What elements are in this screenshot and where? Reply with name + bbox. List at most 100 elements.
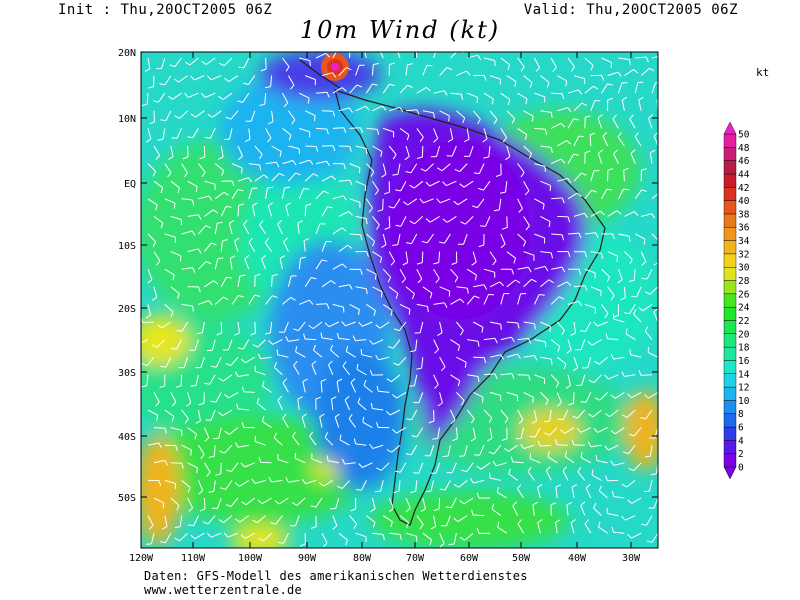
wind-barb-feather: [629, 259, 633, 265]
wind-barb-staff: [388, 286, 399, 294]
wind-barb-staff: [283, 241, 289, 252]
lon-label: 90W: [298, 553, 317, 564]
wind-barb-staff: [393, 198, 401, 209]
wind-barb-staff: [382, 163, 387, 175]
wind-barb-staff: [601, 304, 609, 314]
wind-barb-feather: [276, 349, 279, 355]
wind-barb-staff: [607, 71, 619, 77]
wind-barb-staff: [214, 296, 224, 305]
wind-barb-staff: [472, 514, 485, 517]
wind-barb-staff: [156, 339, 166, 348]
wind-barb-feather: [515, 437, 522, 440]
wind-barb-staff: [170, 286, 180, 294]
wind-barb-feather: [237, 347, 244, 350]
wind-barb-staff: [646, 515, 653, 526]
wind-barb-feather: [405, 171, 412, 174]
wind-barb-staff: [355, 105, 366, 112]
wind-barb-feather: [491, 98, 494, 105]
wind-barb-feather: [528, 153, 533, 159]
wind-barb-staff: [547, 456, 558, 464]
wind-barb-feather: [529, 82, 533, 88]
wind-barb-feather: [195, 186, 198, 193]
wind-barb-staff: [297, 399, 300, 411]
wind-barb-feather: [330, 344, 334, 351]
wind-barb-feather: [310, 277, 317, 280]
wind-barb-feather: [215, 473, 221, 476]
wind-barb-feather: [430, 525, 436, 530]
wind-barb-staff: [197, 409, 201, 421]
wind-barb-staff: [400, 180, 407, 192]
wind-barb-feather: [352, 335, 356, 341]
wind-barb-staff: [349, 127, 361, 129]
wind-barb-staff: [372, 532, 384, 536]
wind-barb-staff: [653, 497, 658, 509]
wind-barb-staff: [335, 497, 340, 509]
wind-barb-staff: [426, 233, 435, 244]
wind-barb-feather: [360, 127, 364, 134]
wind-barb-feather: [493, 119, 498, 125]
wind-barb-staff: [147, 233, 157, 243]
colorbar-swatch: [723, 373, 737, 388]
wind-barb-staff: [429, 445, 435, 456]
wind-barb-staff: [456, 286, 468, 289]
wind-barb-feather: [531, 420, 537, 424]
lon-label: 110W: [181, 553, 206, 564]
wind-barb-staff: [638, 99, 642, 111]
wind-barb-feather: [395, 224, 402, 227]
wind-barb-feather: [460, 221, 466, 225]
wind-barb-feather: [324, 432, 329, 438]
wind-barb-feather: [369, 443, 374, 449]
wind-barb-feather: [459, 330, 464, 336]
wind-barb-staff: [304, 173, 314, 182]
wind-barb-feather: [234, 237, 240, 242]
wind-barb-feather: [159, 541, 166, 544]
wind-barb-staff: [564, 455, 575, 464]
wind-barb-staff: [164, 532, 172, 543]
wind-barb-feather: [194, 433, 197, 440]
wind-barb-staff: [472, 251, 477, 263]
wind-barb-feather: [647, 346, 650, 353]
wind-barb-staff: [500, 409, 509, 419]
wind-barb-feather: [593, 502, 597, 509]
wind-barb-feather: [549, 185, 552, 191]
wind-barb-staff: [200, 357, 205, 368]
wind-barb-feather: [527, 466, 532, 472]
wind-barb-staff: [298, 321, 306, 332]
wind-barb-feather: [291, 119, 296, 125]
wind-barb-staff: [187, 248, 199, 253]
wind-barb-feather: [494, 337, 498, 344]
wind-barb-feather: [305, 203, 312, 206]
wind-barb-staff: [570, 522, 575, 534]
wind-barb-staff: [388, 497, 394, 509]
wind-barb-staff: [327, 364, 334, 375]
wind-barb-feather: [392, 429, 397, 434]
wind-barb-staff: [416, 86, 427, 94]
wind-barb-feather: [595, 455, 598, 461]
wind-barb-staff: [147, 304, 152, 316]
wind-barb-staff: [203, 497, 206, 510]
wind-barb-staff: [517, 409, 524, 420]
wind-barb-feather: [476, 465, 482, 470]
wind-barb-staff: [416, 128, 424, 138]
wind-barb-staff: [573, 285, 585, 288]
wind-barb-feather: [566, 281, 572, 287]
colorbar-swatch: [723, 413, 737, 428]
wind-barb-staff: [446, 515, 451, 527]
wind-barb-staff: [271, 173, 280, 182]
wind-barb-feather: [448, 115, 450, 122]
wind-barb-staff: [382, 515, 393, 523]
wind-barb-staff: [641, 213, 653, 217]
wind-barb-feather: [181, 463, 184, 469]
wind-barb-feather: [649, 67, 655, 72]
wind-barb-feather: [174, 115, 180, 119]
wind-barb-staff: [458, 480, 468, 488]
wind-barb-feather: [660, 192, 665, 195]
wind-barb-staff: [146, 374, 149, 386]
wind-barb-feather: [584, 519, 589, 525]
wind-barb-staff: [262, 385, 272, 393]
wind-barb-feather: [640, 417, 646, 420]
wind-barb-staff: [204, 280, 214, 288]
wind-barb-feather: [238, 203, 245, 206]
wind-barb-staff: [657, 74, 658, 76]
